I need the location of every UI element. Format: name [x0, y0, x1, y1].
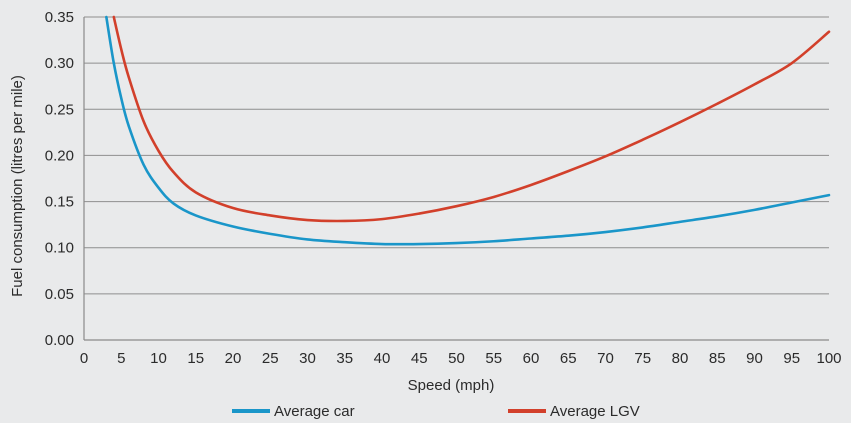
y-tick-label: 0.00: [45, 332, 74, 349]
x-tick-label: 25: [262, 350, 279, 367]
x-tick-label: 5: [117, 350, 125, 367]
legend-label: Average LGV: [550, 403, 640, 420]
series-lines: [105, 15, 831, 246]
y-tick-label: 0.10: [45, 240, 74, 257]
x-axis-title: Speed (mph): [408, 377, 495, 394]
grid-lines: [84, 16, 829, 295]
axes: [83, 17, 829, 341]
x-tick-label: 85: [709, 350, 726, 367]
x-tick-label: 15: [187, 350, 204, 367]
y-tick-label: 0.05: [45, 286, 74, 303]
legend: Average car Average LGV: [232, 403, 640, 420]
x-tick-label: 30: [299, 350, 316, 367]
legend-label: Average car: [274, 403, 355, 420]
x-tick-label: 75: [634, 350, 651, 367]
x-tick-label: 55: [485, 350, 502, 367]
x-tick-label: 0: [80, 350, 88, 367]
series-line-average-car: [105, 15, 831, 246]
x-tick-label: 90: [746, 350, 763, 367]
x-tick-label: 45: [411, 350, 428, 367]
y-tick-label: 0.25: [45, 101, 74, 118]
x-tick-label: 60: [523, 350, 540, 367]
series-line-average-lgv: [112, 15, 831, 223]
x-tick-label: 95: [783, 350, 800, 367]
x-tick-label: 80: [672, 350, 689, 367]
y-tick-label: 0.20: [45, 147, 74, 164]
x-tick-label: 20: [225, 350, 242, 367]
x-tick-label: 40: [374, 350, 391, 367]
y-tick-label: 0.30: [45, 55, 74, 72]
x-tick-label: 50: [448, 350, 465, 367]
y-tick-label: 0.15: [45, 194, 74, 211]
y-tick-labels: 0.00 0.05 0.10 0.15 0.20 0.25 0.30 0.35: [45, 9, 74, 349]
y-tick-label: 0.35: [45, 9, 74, 26]
x-tick-label: 10: [150, 350, 167, 367]
x-tick-label: 100: [816, 350, 841, 367]
x-tick-label: 65: [560, 350, 577, 367]
x-tick-label: 35: [336, 350, 353, 367]
y-axis-title: Fuel consumption (litres per mile): [9, 75, 26, 297]
x-tick-label: 70: [597, 350, 614, 367]
x-tick-labels: 0 5 10 15 20 25 30 35 40 45 50 55 60 65 70 75 80 85 90 95 10…: [80, 350, 842, 367]
